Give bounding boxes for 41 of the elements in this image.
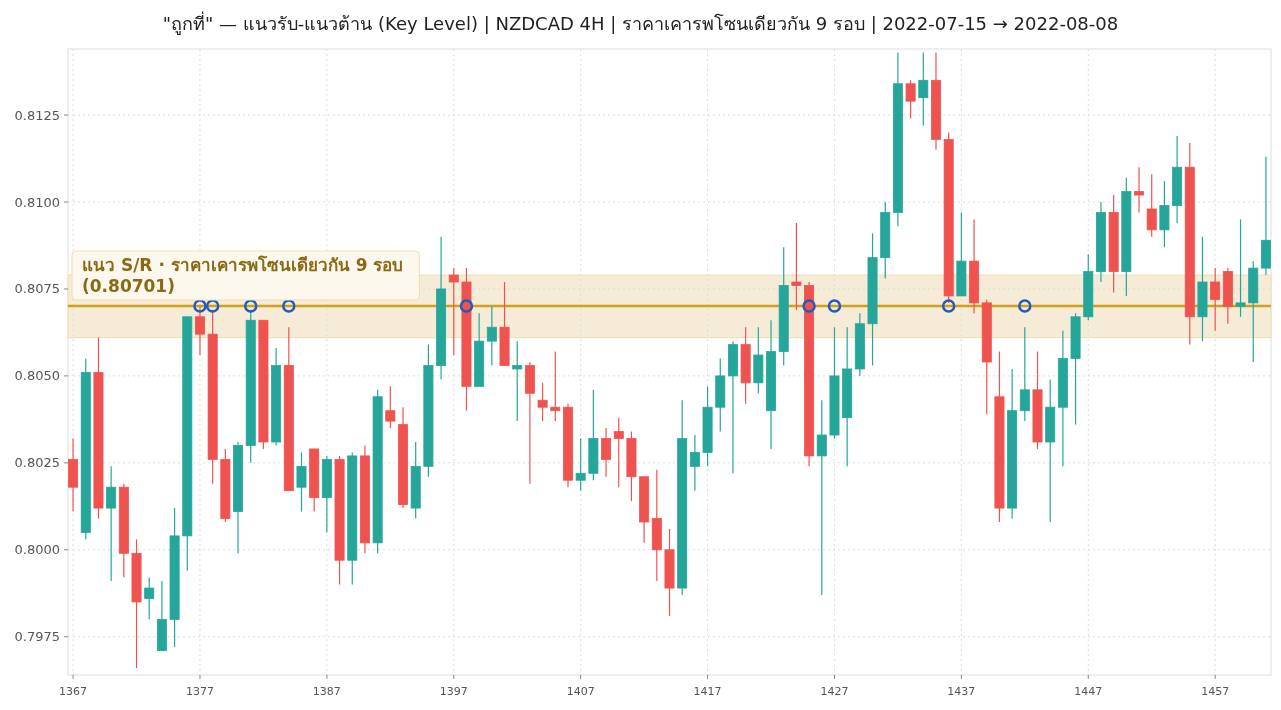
y-tick-label: 0.8050 — [14, 368, 60, 384]
candlestick — [296, 451, 307, 513]
ref-line-label: แนว S/R · ราคาเคารพโซนเดียวกัน 9 รอบ (0.80701) — [82, 255, 410, 297]
y-tick-label: 0.8100 — [14, 194, 60, 210]
y-tick-label: 0.7975 — [14, 629, 60, 645]
candlestick — [1235, 218, 1246, 318]
x-tick-label: 1397 — [439, 685, 468, 698]
candlestick — [601, 427, 612, 478]
x-tick-label: 1447 — [1074, 685, 1103, 698]
candlestick — [613, 417, 624, 488]
y-tick-label: 0.8000 — [14, 542, 60, 558]
x-tick-label: 1407 — [566, 685, 595, 698]
candlestick — [537, 382, 548, 422]
x-tick-label: 1367 — [59, 685, 88, 698]
candlestick — [575, 437, 586, 492]
candlestick — [689, 434, 700, 492]
candlestick — [550, 350, 561, 422]
candlestick — [448, 267, 459, 356]
candlestick — [486, 305, 497, 367]
candlestick — [918, 51, 929, 127]
candlestick — [1210, 267, 1221, 332]
candlestick — [905, 79, 916, 120]
x-tick-label: 1427 — [820, 685, 849, 698]
x-tick-label: 1387 — [312, 685, 341, 698]
candlestick — [816, 399, 827, 596]
candlestick — [1146, 173, 1157, 238]
candlestick — [1019, 326, 1030, 422]
candlestick — [385, 385, 396, 429]
x-tick-label: 1457 — [1201, 685, 1230, 698]
y-tick-label: 0.8075 — [14, 281, 60, 297]
x-tick-label: 1417 — [693, 685, 722, 698]
candlestick — [791, 222, 802, 311]
candlestick — [106, 465, 117, 582]
x-tick-label: 1437 — [947, 685, 976, 698]
chart-title: "ถูกที่" — แนวรับ-แนวต้าน (Key Level) | NZDCAD 4H | ราคาเคารพโซนเดียวกัน 9 รอบ | 2022-07-15 → 2022-08-08 — [162, 11, 1119, 35]
y-tick-label: 0.8125 — [14, 107, 60, 123]
candlestick — [512, 340, 523, 422]
candlestick — [144, 577, 155, 620]
y-tick-label: 0.8025 — [14, 455, 60, 471]
x-tick-label: 1377 — [185, 685, 214, 698]
candlestick — [1134, 166, 1144, 214]
